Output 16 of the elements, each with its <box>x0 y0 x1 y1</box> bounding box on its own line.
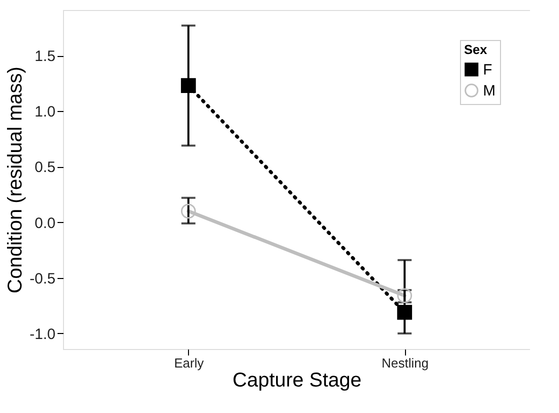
x-axis-title: Capture Stage <box>232 370 362 392</box>
y-tick-label: 1.5 <box>34 48 56 66</box>
x-tick-label: Early <box>174 356 204 370</box>
legend-title: Sex <box>464 42 488 57</box>
y-tick-label: -1.0 <box>30 326 56 343</box>
x-tick-label: Nestling <box>382 356 429 370</box>
legend-label: M <box>483 82 496 100</box>
y-axis-title: Condition (residual mass) <box>4 66 27 294</box>
point <box>180 204 196 219</box>
y-tick-label: 1.0 <box>34 104 56 121</box>
point <box>180 78 196 94</box>
y-tick-label: 0.0 <box>34 214 56 232</box>
point <box>397 304 412 320</box>
legend-label: F <box>483 62 492 78</box>
y-tick-label: -0.5 <box>30 270 56 288</box>
y-tick-label: 0.5 <box>34 159 56 176</box>
